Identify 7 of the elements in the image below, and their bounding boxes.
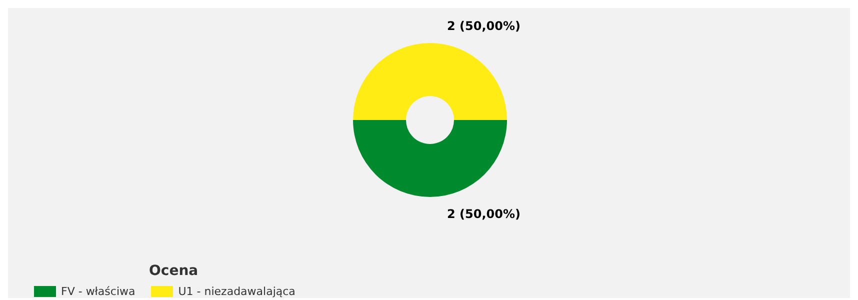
data-label: 2 (50,00%): [447, 207, 520, 221]
legend-label: FV - właściwa: [61, 285, 136, 298]
data-label: 2 (50,00%): [447, 19, 520, 33]
donut-slice: [353, 43, 507, 120]
legend-label: U1 - niezadawalająca: [178, 285, 296, 298]
donut-slice: [353, 120, 507, 197]
legend-title: Ocena: [149, 263, 200, 279]
